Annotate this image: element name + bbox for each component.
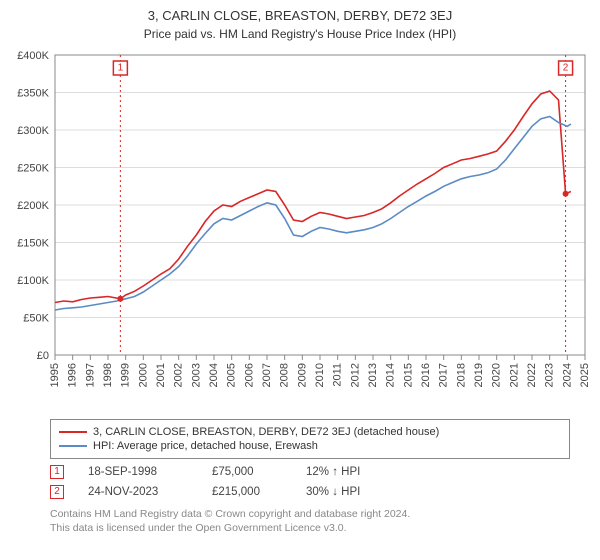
svg-text:1996: 1996 [67, 363, 79, 387]
svg-text:2004: 2004 [208, 363, 220, 387]
svg-text:£300K: £300K [17, 125, 49, 137]
trade-date: 24-NOV-2023 [88, 486, 188, 498]
title-block: 3, CARLIN CLOSE, BREASTON, DERBY, DE72 3… [0, 0, 600, 45]
footer-line-1: Contains HM Land Registry data © Crown c… [50, 507, 570, 521]
svg-text:£50K: £50K [23, 313, 49, 325]
legend-swatch [59, 431, 87, 433]
legend-row: HPI: Average price, detached house, Erew… [59, 440, 561, 452]
trade-price: £215,000 [212, 486, 282, 498]
svg-text:1997: 1997 [84, 363, 96, 387]
svg-text:2: 2 [563, 63, 569, 74]
trade-price: £75,000 [212, 466, 282, 478]
trades-table: 1 18-SEP-1998 £75,000 12% ↑ HPI 2 24-NOV-2023… [50, 465, 570, 499]
chart-svg: £0 £50K £100K £150K £200K £250K £300K £350K £400… [0, 45, 600, 415]
svg-text:£350K: £350K [17, 88, 49, 100]
legend-swatch [59, 445, 87, 447]
trade-date: 18-SEP-1998 [88, 466, 188, 478]
svg-text:2015: 2015 [402, 363, 414, 387]
svg-text:2023: 2023 [544, 363, 556, 387]
trade-row: 1 18-SEP-1998 £75,000 12% ↑ HPI [50, 465, 570, 479]
svg-text:2000: 2000 [137, 363, 149, 387]
svg-text:£400K: £400K [17, 50, 49, 62]
trade-row: 2 24-NOV-2023 £215,000 30% ↓ HPI [50, 485, 570, 499]
svg-text:1995: 1995 [49, 363, 61, 387]
legend-row: 3, CARLIN CLOSE, BREASTON, DERBY, DE72 3… [59, 426, 561, 438]
svg-text:2020: 2020 [491, 363, 503, 387]
svg-text:2001: 2001 [155, 363, 167, 387]
svg-text:2005: 2005 [226, 363, 238, 387]
svg-text:2011: 2011 [332, 363, 344, 387]
title-main: 3, CARLIN CLOSE, BREASTON, DERBY, DE72 3… [0, 8, 600, 23]
svg-text:1999: 1999 [120, 363, 132, 387]
chart-area: £0 £50K £100K £150K £200K £250K £300K £350K £400… [0, 45, 600, 415]
svg-text:2022: 2022 [526, 363, 538, 387]
svg-text:2009: 2009 [296, 363, 308, 387]
svg-text:2002: 2002 [173, 363, 185, 387]
svg-text:£200K: £200K [17, 200, 49, 212]
svg-text:2006: 2006 [243, 363, 255, 387]
trade-delta: 30% ↓ HPI [306, 486, 360, 498]
legend-box: 3, CARLIN CLOSE, BREASTON, DERBY, DE72 3… [50, 419, 570, 459]
svg-text:2021: 2021 [508, 363, 520, 387]
footer-line-2: This data is licensed under the Open Gov… [50, 521, 570, 535]
svg-text:2017: 2017 [438, 363, 450, 387]
svg-text:2013: 2013 [367, 363, 379, 387]
legend-label: HPI: Average price, detached house, Erew… [93, 440, 318, 452]
svg-text:£250K: £250K [17, 163, 49, 175]
svg-text:2012: 2012 [349, 363, 361, 387]
svg-text:1998: 1998 [102, 363, 114, 387]
svg-text:£150K: £150K [17, 238, 49, 250]
legend-label: 3, CARLIN CLOSE, BREASTON, DERBY, DE72 3… [93, 426, 439, 438]
trade-delta: 12% ↑ HPI [306, 466, 360, 478]
svg-text:2024: 2024 [561, 363, 573, 387]
title-sub: Price paid vs. HM Land Registry's House … [0, 27, 600, 41]
svg-text:2018: 2018 [455, 363, 467, 387]
svg-text:2003: 2003 [190, 363, 202, 387]
svg-text:2016: 2016 [420, 363, 432, 387]
trade-marker: 1 [50, 465, 64, 479]
svg-text:£0: £0 [37, 350, 49, 362]
svg-text:2025: 2025 [579, 363, 591, 387]
svg-text:2008: 2008 [279, 363, 291, 387]
svg-text:1: 1 [118, 63, 124, 74]
svg-text:2007: 2007 [261, 363, 273, 387]
svg-text:2014: 2014 [385, 363, 397, 387]
svg-text:2019: 2019 [473, 363, 485, 387]
trade-marker: 2 [50, 485, 64, 499]
svg-text:£100K: £100K [17, 275, 49, 287]
footer: Contains HM Land Registry data © Crown c… [50, 507, 570, 535]
svg-text:2010: 2010 [314, 363, 326, 387]
